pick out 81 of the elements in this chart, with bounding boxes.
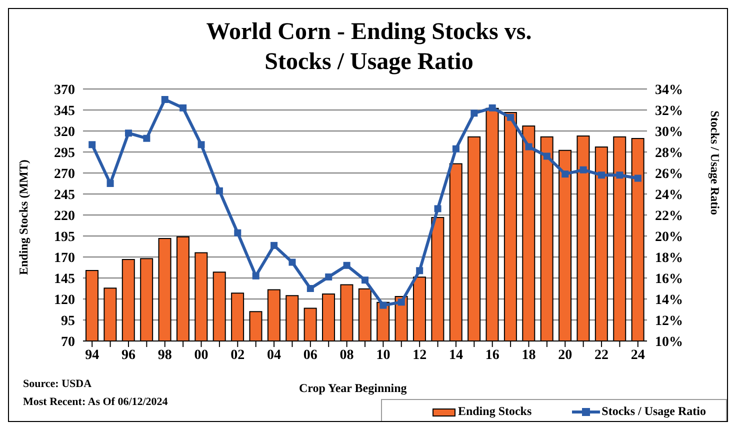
point (124, 130, 132, 137)
point (270, 242, 278, 249)
point (306, 285, 314, 292)
point (598, 172, 606, 179)
point (380, 302, 387, 309)
x-tick-label: 04 (267, 348, 282, 363)
point (488, 104, 496, 112)
y2-tick-label: 10% (655, 334, 683, 350)
point (88, 141, 96, 148)
y-tick-label: 270 (54, 166, 75, 182)
x-tick-label: 98 (158, 348, 172, 363)
legend-label: Ending Stocks (458, 404, 532, 419)
point (543, 152, 550, 160)
point (161, 96, 168, 103)
point (634, 174, 642, 182)
y2-tick-label: 20% (655, 230, 683, 245)
y-tick-label: 195 (54, 230, 75, 245)
y-tick-label: 170 (54, 250, 75, 266)
y-tick-label: 370 (54, 82, 75, 98)
source-note: Source: USDA (23, 377, 93, 392)
x-tick-label: 14 (448, 348, 463, 363)
x-tick-label: 06 (303, 348, 318, 363)
point (106, 180, 114, 187)
y-tick-label: 145 (54, 272, 75, 287)
point (343, 262, 350, 269)
y2-tick-label: 32% (655, 104, 683, 119)
y-tick-label: 245 (54, 188, 75, 203)
y2-tick-label: 16% (655, 272, 683, 287)
x-tick-label: 10 (376, 348, 390, 363)
x-axis-title: Crop Year Beginning (299, 381, 407, 396)
x-tick-label: 20 (558, 348, 572, 363)
point (416, 267, 424, 274)
y2-tick-label: 18% (655, 250, 683, 266)
y2-tick-label: 28% (655, 146, 683, 161)
point (507, 114, 514, 121)
text: Most Recent: As Of 06/12/2024 (23, 395, 168, 410)
point (452, 145, 460, 152)
point (288, 258, 296, 266)
point (252, 272, 260, 280)
legend-label: Stocks / Usage Ratio (602, 404, 706, 419)
point (434, 205, 442, 212)
point (180, 104, 187, 112)
x-tick-label: 24 (630, 348, 645, 363)
y2-tick-label: 26% (655, 166, 683, 182)
x-tick-label: 94 (85, 348, 100, 363)
y2-tick-label: 30% (655, 124, 683, 140)
point (470, 110, 478, 117)
y2-axis-title: Stocks / Usage Ratio (708, 110, 722, 215)
y2-tick-label: 22% (655, 208, 683, 224)
y2-tick-label: 12% (655, 314, 683, 329)
x-tick-label: 08 (340, 348, 354, 363)
point (398, 298, 405, 306)
x-tick-label: 18 (522, 348, 536, 363)
y-tick-label: 120 (54, 292, 75, 308)
chart-title: World Corn - Ending Stocks vs. Stocks / Usage Ratio (205, 18, 533, 77)
x-tick-label: 22 (594, 348, 609, 363)
x-tick-label: 02 (230, 348, 245, 363)
point (580, 166, 587, 174)
point (234, 229, 242, 236)
point (198, 141, 205, 148)
point (562, 170, 569, 178)
x-tick-label: 12 (412, 348, 427, 363)
point (216, 187, 223, 194)
y-tick-label: 70 (61, 334, 75, 350)
x-tick-label: 96 (121, 348, 136, 363)
y-tick-label: 345 (54, 104, 75, 119)
y-tick-label: 320 (54, 124, 75, 140)
y2-tick-label: 24% (655, 188, 683, 203)
point (325, 273, 332, 280)
point (525, 143, 532, 150)
y2-tick-label: 34% (655, 82, 683, 98)
point (616, 172, 624, 179)
y-tick-label: 295 (54, 146, 75, 161)
point (362, 276, 368, 284)
point (143, 134, 150, 142)
x-tick-label: 16 (485, 348, 500, 363)
y-axis-title: Ending Stocks (MMT) (16, 160, 30, 275)
x-tick-label: 00 (194, 348, 208, 363)
y-tick-label: 95 (61, 314, 75, 329)
y-tick-label: 220 (54, 208, 75, 224)
y2-tick-label: 14% (655, 292, 683, 308)
